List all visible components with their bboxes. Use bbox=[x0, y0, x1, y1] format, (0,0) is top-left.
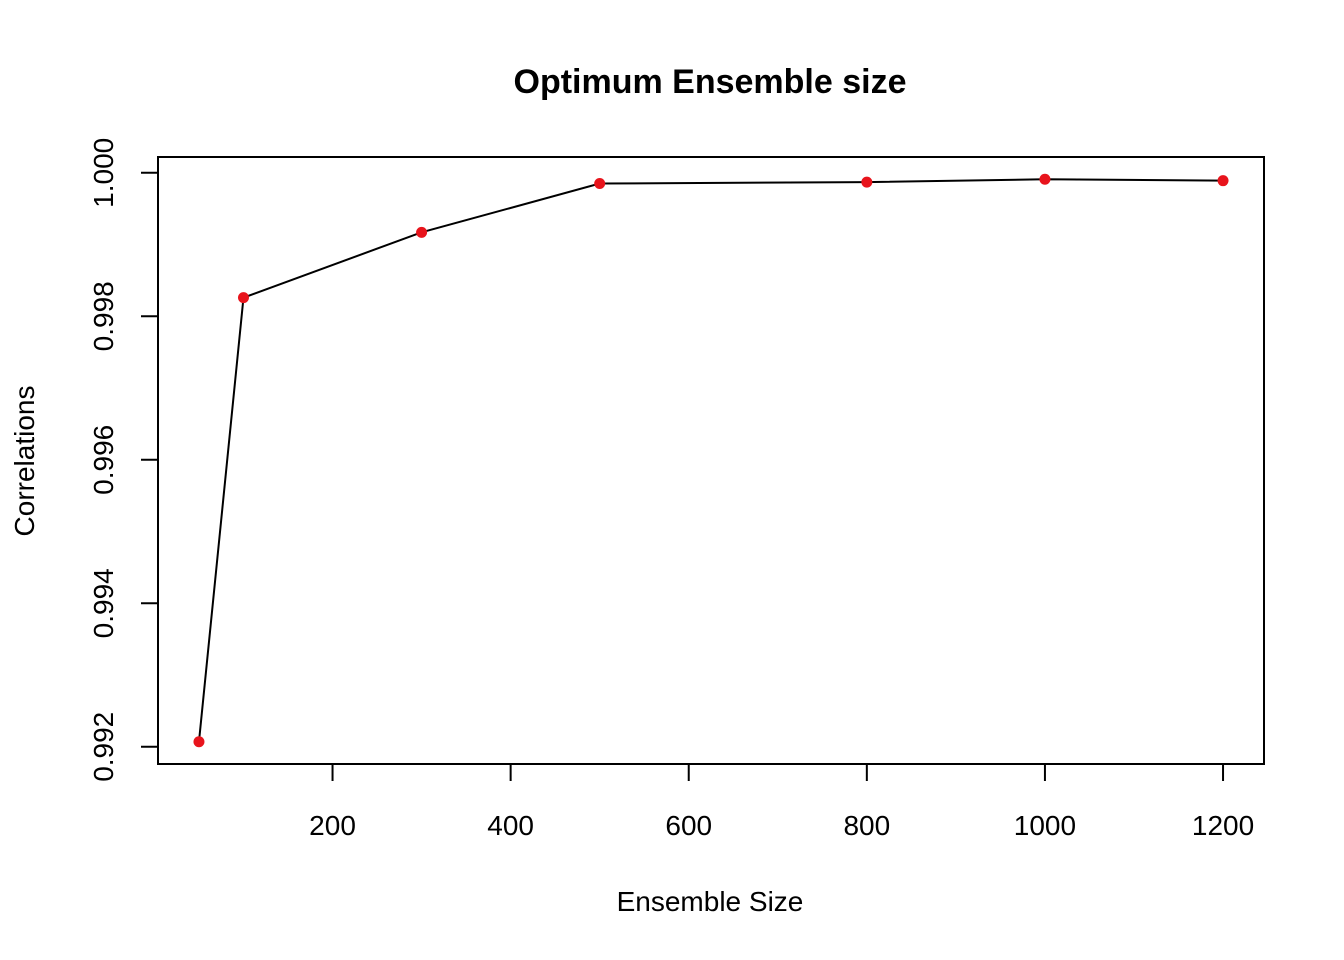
plot-area bbox=[157, 156, 1265, 765]
data-point bbox=[193, 736, 205, 748]
x-tick-label: 400 bbox=[487, 810, 534, 841]
y-axis: 0.992 0.994 0.996 0.998 1.000 bbox=[88, 138, 159, 782]
y-tick-label: 0.996 bbox=[88, 425, 119, 495]
y-tick-label: 0.998 bbox=[88, 281, 119, 351]
x-tick-label: 800 bbox=[843, 810, 890, 841]
data-point bbox=[861, 176, 873, 188]
y-tick-label: 1.000 bbox=[88, 138, 119, 208]
x-axis: 200 400 600 800 1000 1200 bbox=[309, 763, 1254, 841]
data-point bbox=[416, 226, 428, 238]
y-tick-label: 0.994 bbox=[88, 568, 119, 638]
data-point bbox=[1217, 175, 1229, 187]
x-tick-label: 600 bbox=[665, 810, 712, 841]
series-line bbox=[197, 178, 1224, 742]
series bbox=[193, 173, 1229, 748]
x-tick-label: 1200 bbox=[1192, 810, 1254, 841]
x-tick-label: 1000 bbox=[1014, 810, 1076, 841]
x-tick-label: 200 bbox=[309, 810, 356, 841]
data-point bbox=[237, 292, 249, 304]
data-point bbox=[594, 178, 606, 190]
x-axis-label: Ensemble Size bbox=[617, 886, 804, 917]
y-tick-label: 0.992 bbox=[88, 712, 119, 782]
chart-title: Optimum Ensemble size bbox=[514, 63, 907, 101]
y-axis-label: Correlations bbox=[9, 386, 40, 537]
data-point bbox=[1039, 173, 1051, 185]
